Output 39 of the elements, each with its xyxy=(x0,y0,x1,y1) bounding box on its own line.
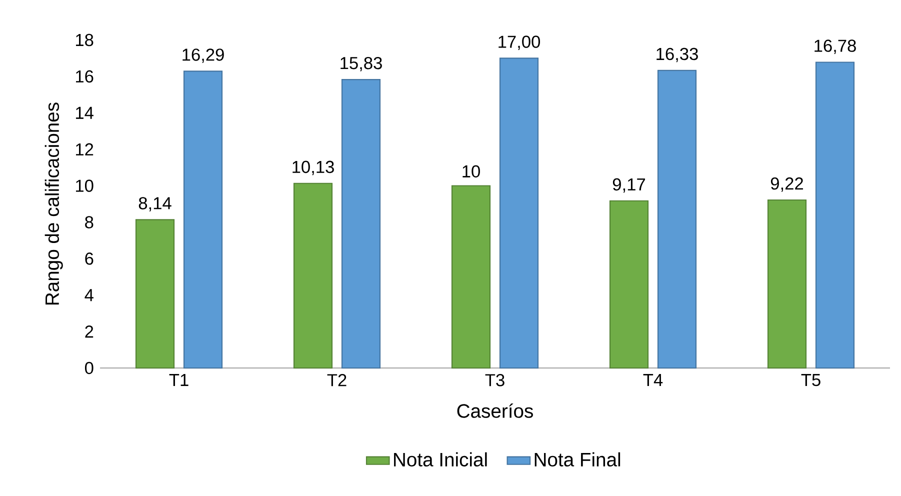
y-tick-label: 16 xyxy=(76,70,94,83)
y-tick-label: 18 xyxy=(76,34,94,46)
y-tick-label: 0 xyxy=(84,362,94,374)
legend-label: Nota Inicial xyxy=(394,452,487,467)
x-tick-label: T4 xyxy=(643,374,663,386)
y-tick-label: 6 xyxy=(85,252,94,265)
x-tick-label: T3 xyxy=(485,374,504,386)
data-label: 10,13 xyxy=(292,160,334,176)
bar xyxy=(499,58,539,369)
bar xyxy=(293,182,333,369)
data-label: 9,17 xyxy=(612,178,645,193)
bar xyxy=(135,219,175,369)
data-label: 15,83 xyxy=(340,56,382,72)
bar xyxy=(183,70,223,369)
bar xyxy=(451,185,491,369)
bar xyxy=(609,200,649,369)
bar xyxy=(767,199,807,369)
bar xyxy=(815,62,855,369)
data-label: 8,14 xyxy=(138,197,172,212)
y-tick-label: 8 xyxy=(85,216,94,228)
data-label: 17,00 xyxy=(498,36,540,50)
bar xyxy=(657,70,697,369)
x-tick-label: T5 xyxy=(801,374,820,386)
data-label: 10 xyxy=(462,165,480,178)
data-label: 16,33 xyxy=(656,48,698,62)
y-tick-label: 2 xyxy=(85,325,94,338)
x-axis-title: Caseríos xyxy=(457,403,533,418)
legend-label: Nota Final xyxy=(534,452,620,467)
data-label: 9,22 xyxy=(770,177,803,192)
data-label: 16,78 xyxy=(814,40,856,54)
y-axis-title: Rango de calificaciones xyxy=(44,102,63,304)
bar xyxy=(341,79,381,369)
y-tick-label: 12 xyxy=(76,143,94,156)
data-label: 16,29 xyxy=(182,48,224,63)
x-tick-label: T1 xyxy=(169,374,188,386)
y-tick-label: 14 xyxy=(76,106,94,119)
y-tick-label: 4 xyxy=(84,289,94,302)
x-tick-label: T2 xyxy=(327,374,346,386)
y-tick-label: 10 xyxy=(76,180,94,192)
